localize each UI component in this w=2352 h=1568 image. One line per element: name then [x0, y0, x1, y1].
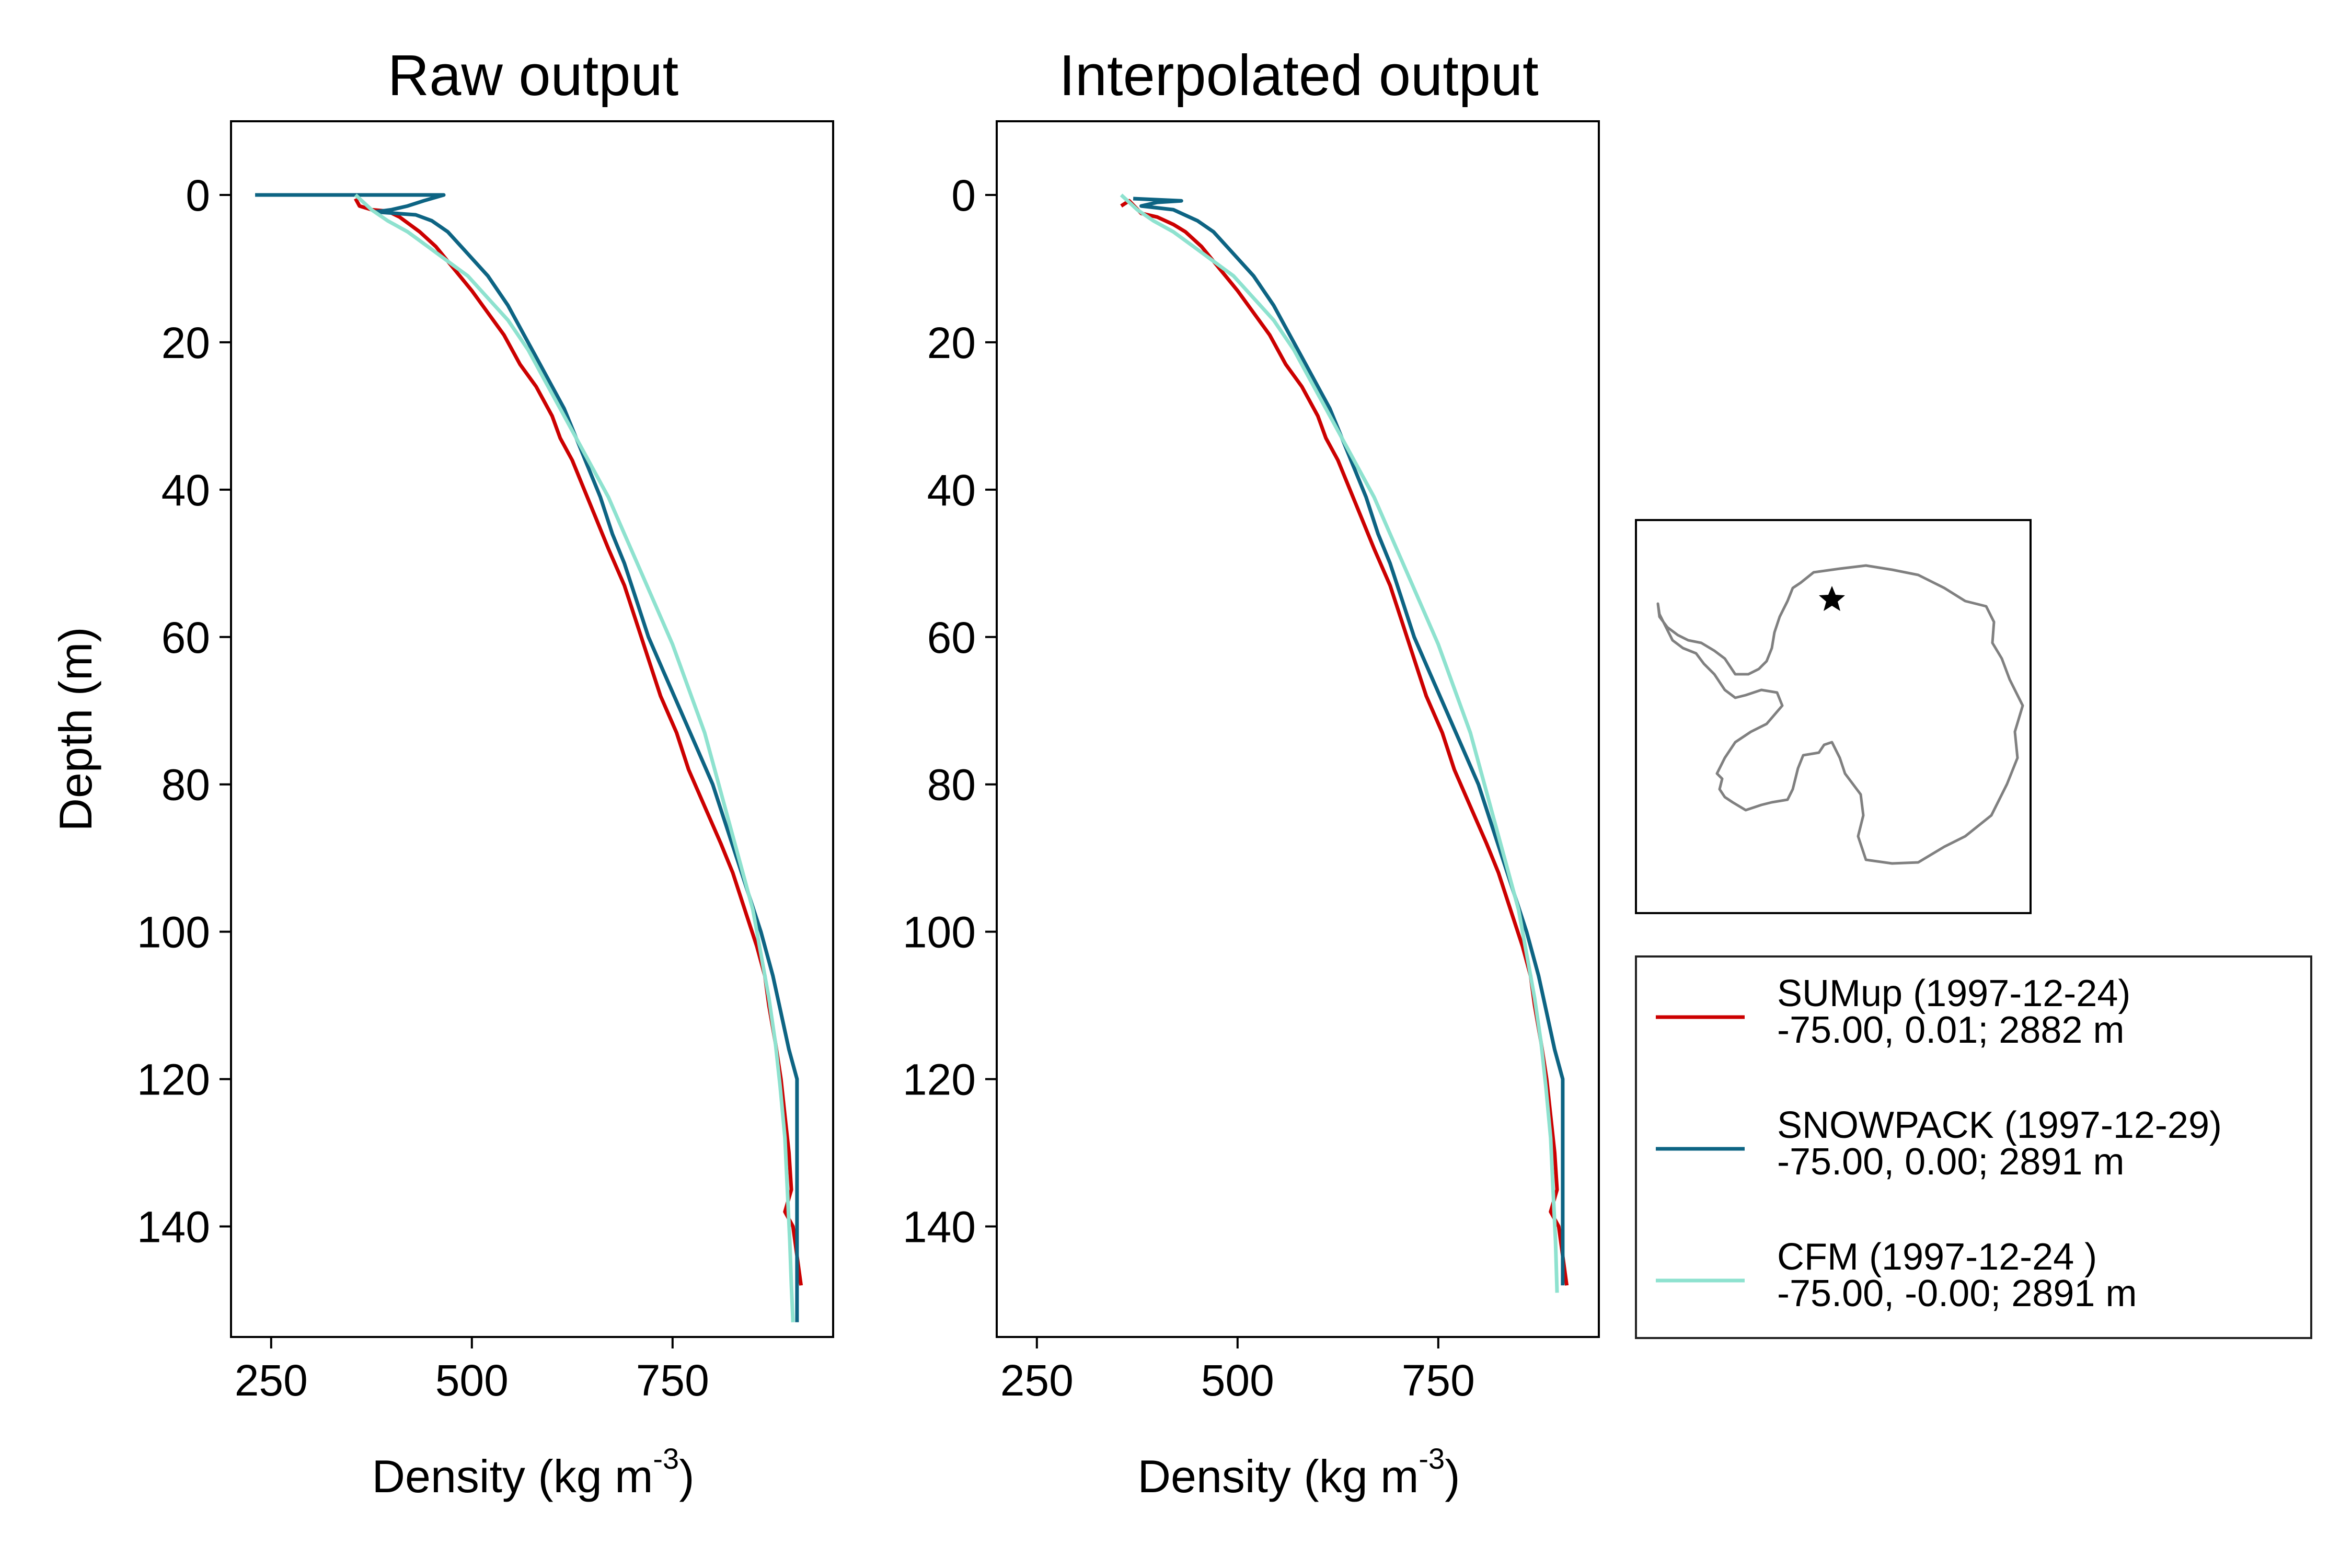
- panel-title: Interpolated output: [1059, 43, 1538, 108]
- y-tick-label: 80: [162, 760, 210, 810]
- y-tick-label: 20: [927, 318, 976, 367]
- y-tick-label: 40: [927, 466, 976, 515]
- series-line-sumup: [354, 198, 803, 1286]
- ticks-layer: 250 500 750 0 20 40 60 80 100 120 140: [137, 171, 709, 1405]
- y-axis-label: Depth (m): [50, 627, 101, 831]
- panel-interpolated-output: Interpolated output 250 500 750 0 20 40 60 80 10…: [903, 43, 1600, 1502]
- series-layer: [255, 193, 803, 1322]
- antarctica-outline: [1656, 564, 2024, 865]
- series-line-snowpack: [255, 193, 799, 1322]
- legend-frame: [1635, 955, 2312, 1339]
- y-tick-label: 140: [137, 1203, 210, 1252]
- x-axis-label-superscript: -3: [653, 1442, 679, 1475]
- plot-frame: [230, 120, 834, 1338]
- legend-detail-cfm: -75.00, -0.00; 2891 m: [1777, 1273, 2137, 1315]
- x-tick-label: 250: [1000, 1356, 1074, 1405]
- y-tick-label: 60: [927, 613, 976, 662]
- legend-label-cfm: CFM (1997-12-24 ): [1777, 1236, 2097, 1278]
- series-line-sumup: [1120, 199, 1569, 1286]
- x-tick-label: 500: [435, 1356, 509, 1405]
- inset-map: [1635, 519, 2032, 914]
- y-tick-label: 0: [186, 171, 210, 220]
- x-axis-label: Density (kg m-3): [1138, 1442, 1460, 1502]
- series-layer: [1120, 193, 1569, 1293]
- y-tick-label: 100: [903, 908, 976, 957]
- y-tick-label: 140: [903, 1203, 976, 1252]
- y-tick-label: 0: [951, 171, 976, 220]
- panel-title: Raw output: [388, 43, 678, 108]
- x-axis-label-superscript: -3: [1419, 1442, 1445, 1475]
- series-line-cfm: [354, 193, 795, 1322]
- ticks-layer: 250 500 750 0 20 40 60 80 100 120 140: [903, 171, 1475, 1405]
- inset-map-frame: [1635, 519, 2032, 914]
- x-axis-label: Density (kg m-3): [372, 1442, 695, 1502]
- x-tick-label: 750: [1402, 1356, 1475, 1405]
- series-line-snowpack: [1133, 197, 1565, 1286]
- y-tick-label: 120: [903, 1055, 976, 1104]
- y-tick-label: 40: [162, 466, 210, 515]
- x-tick-label: 750: [636, 1356, 709, 1405]
- y-tick-label: 100: [137, 908, 210, 957]
- panel-raw-output: Raw output 250 500 750 0 20 40 60 80 100 120 140 D…: [50, 43, 834, 1502]
- y-tick-label: 80: [927, 760, 976, 810]
- legend-label-sumup: SUMup (1997-12-24): [1777, 973, 2130, 1014]
- legend-detail-sumup: -75.00, 0.01; 2882 m: [1777, 1009, 2124, 1051]
- legend-detail-snowpack: -75.00, 0.00; 2891 m: [1777, 1141, 2124, 1183]
- y-tick-label: 120: [137, 1055, 210, 1104]
- x-tick-label: 250: [235, 1356, 308, 1405]
- legend-label-snowpack: SNOWPACK (1997-12-29): [1777, 1104, 2222, 1146]
- y-tick-label: 20: [162, 318, 210, 367]
- series-line-cfm: [1120, 193, 1559, 1293]
- x-tick-label: 500: [1201, 1356, 1274, 1405]
- star-marker: [1819, 586, 1845, 611]
- legend: SUMup (1997-12-24) -75.00, 0.01; 2882 m …: [1635, 955, 2312, 1339]
- plot-frame: [996, 120, 1600, 1338]
- y-tick-label: 60: [162, 613, 210, 662]
